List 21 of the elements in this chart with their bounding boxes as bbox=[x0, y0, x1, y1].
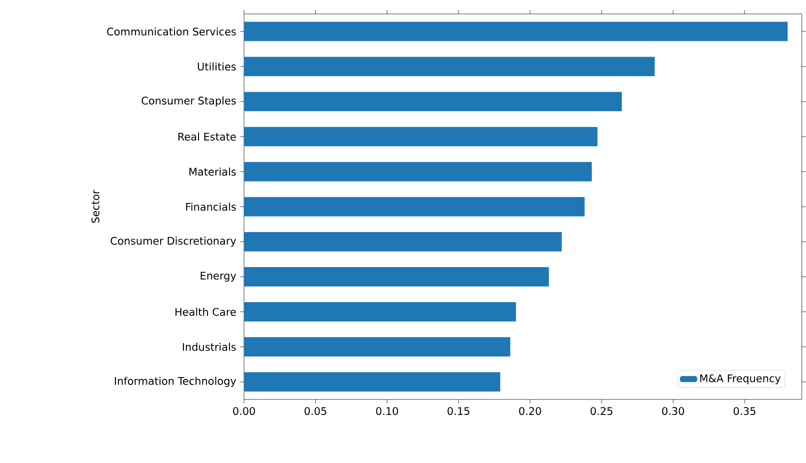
y-tick-label: Financials bbox=[186, 202, 236, 211]
y-tick-label: Industrials bbox=[182, 342, 236, 351]
y-tick-label: Consumer Staples bbox=[142, 96, 236, 107]
x-tick-label: 0.20 bbox=[519, 407, 542, 415]
y-tick-label: Consumer Discretionary bbox=[110, 236, 236, 247]
y-tick-label: Materials bbox=[189, 168, 236, 176]
y-tick-label: Real Estate bbox=[178, 132, 236, 141]
y-tick-label: Health Care bbox=[176, 308, 236, 316]
legend-label: M&A Frequency bbox=[700, 374, 781, 384]
x-tick-label: 0.30 bbox=[662, 407, 684, 415]
x-tick-label: 0.15 bbox=[448, 407, 470, 415]
x-tick-label: 0.00 bbox=[233, 407, 255, 415]
y-tick-label: Communication Services bbox=[107, 27, 236, 36]
y-tick-label: Information Technology bbox=[114, 376, 236, 387]
y-tick-label: Energy bbox=[200, 272, 236, 282]
y-tick-label: Utilities bbox=[198, 62, 236, 70]
x-tick-label: 0.35 bbox=[734, 407, 756, 415]
x-tick-label: 0.25 bbox=[590, 407, 612, 415]
x-tick-label: 0.10 bbox=[376, 407, 398, 415]
y-axis-title: Sector bbox=[91, 190, 100, 223]
x-tick-label: 0.05 bbox=[304, 407, 326, 415]
